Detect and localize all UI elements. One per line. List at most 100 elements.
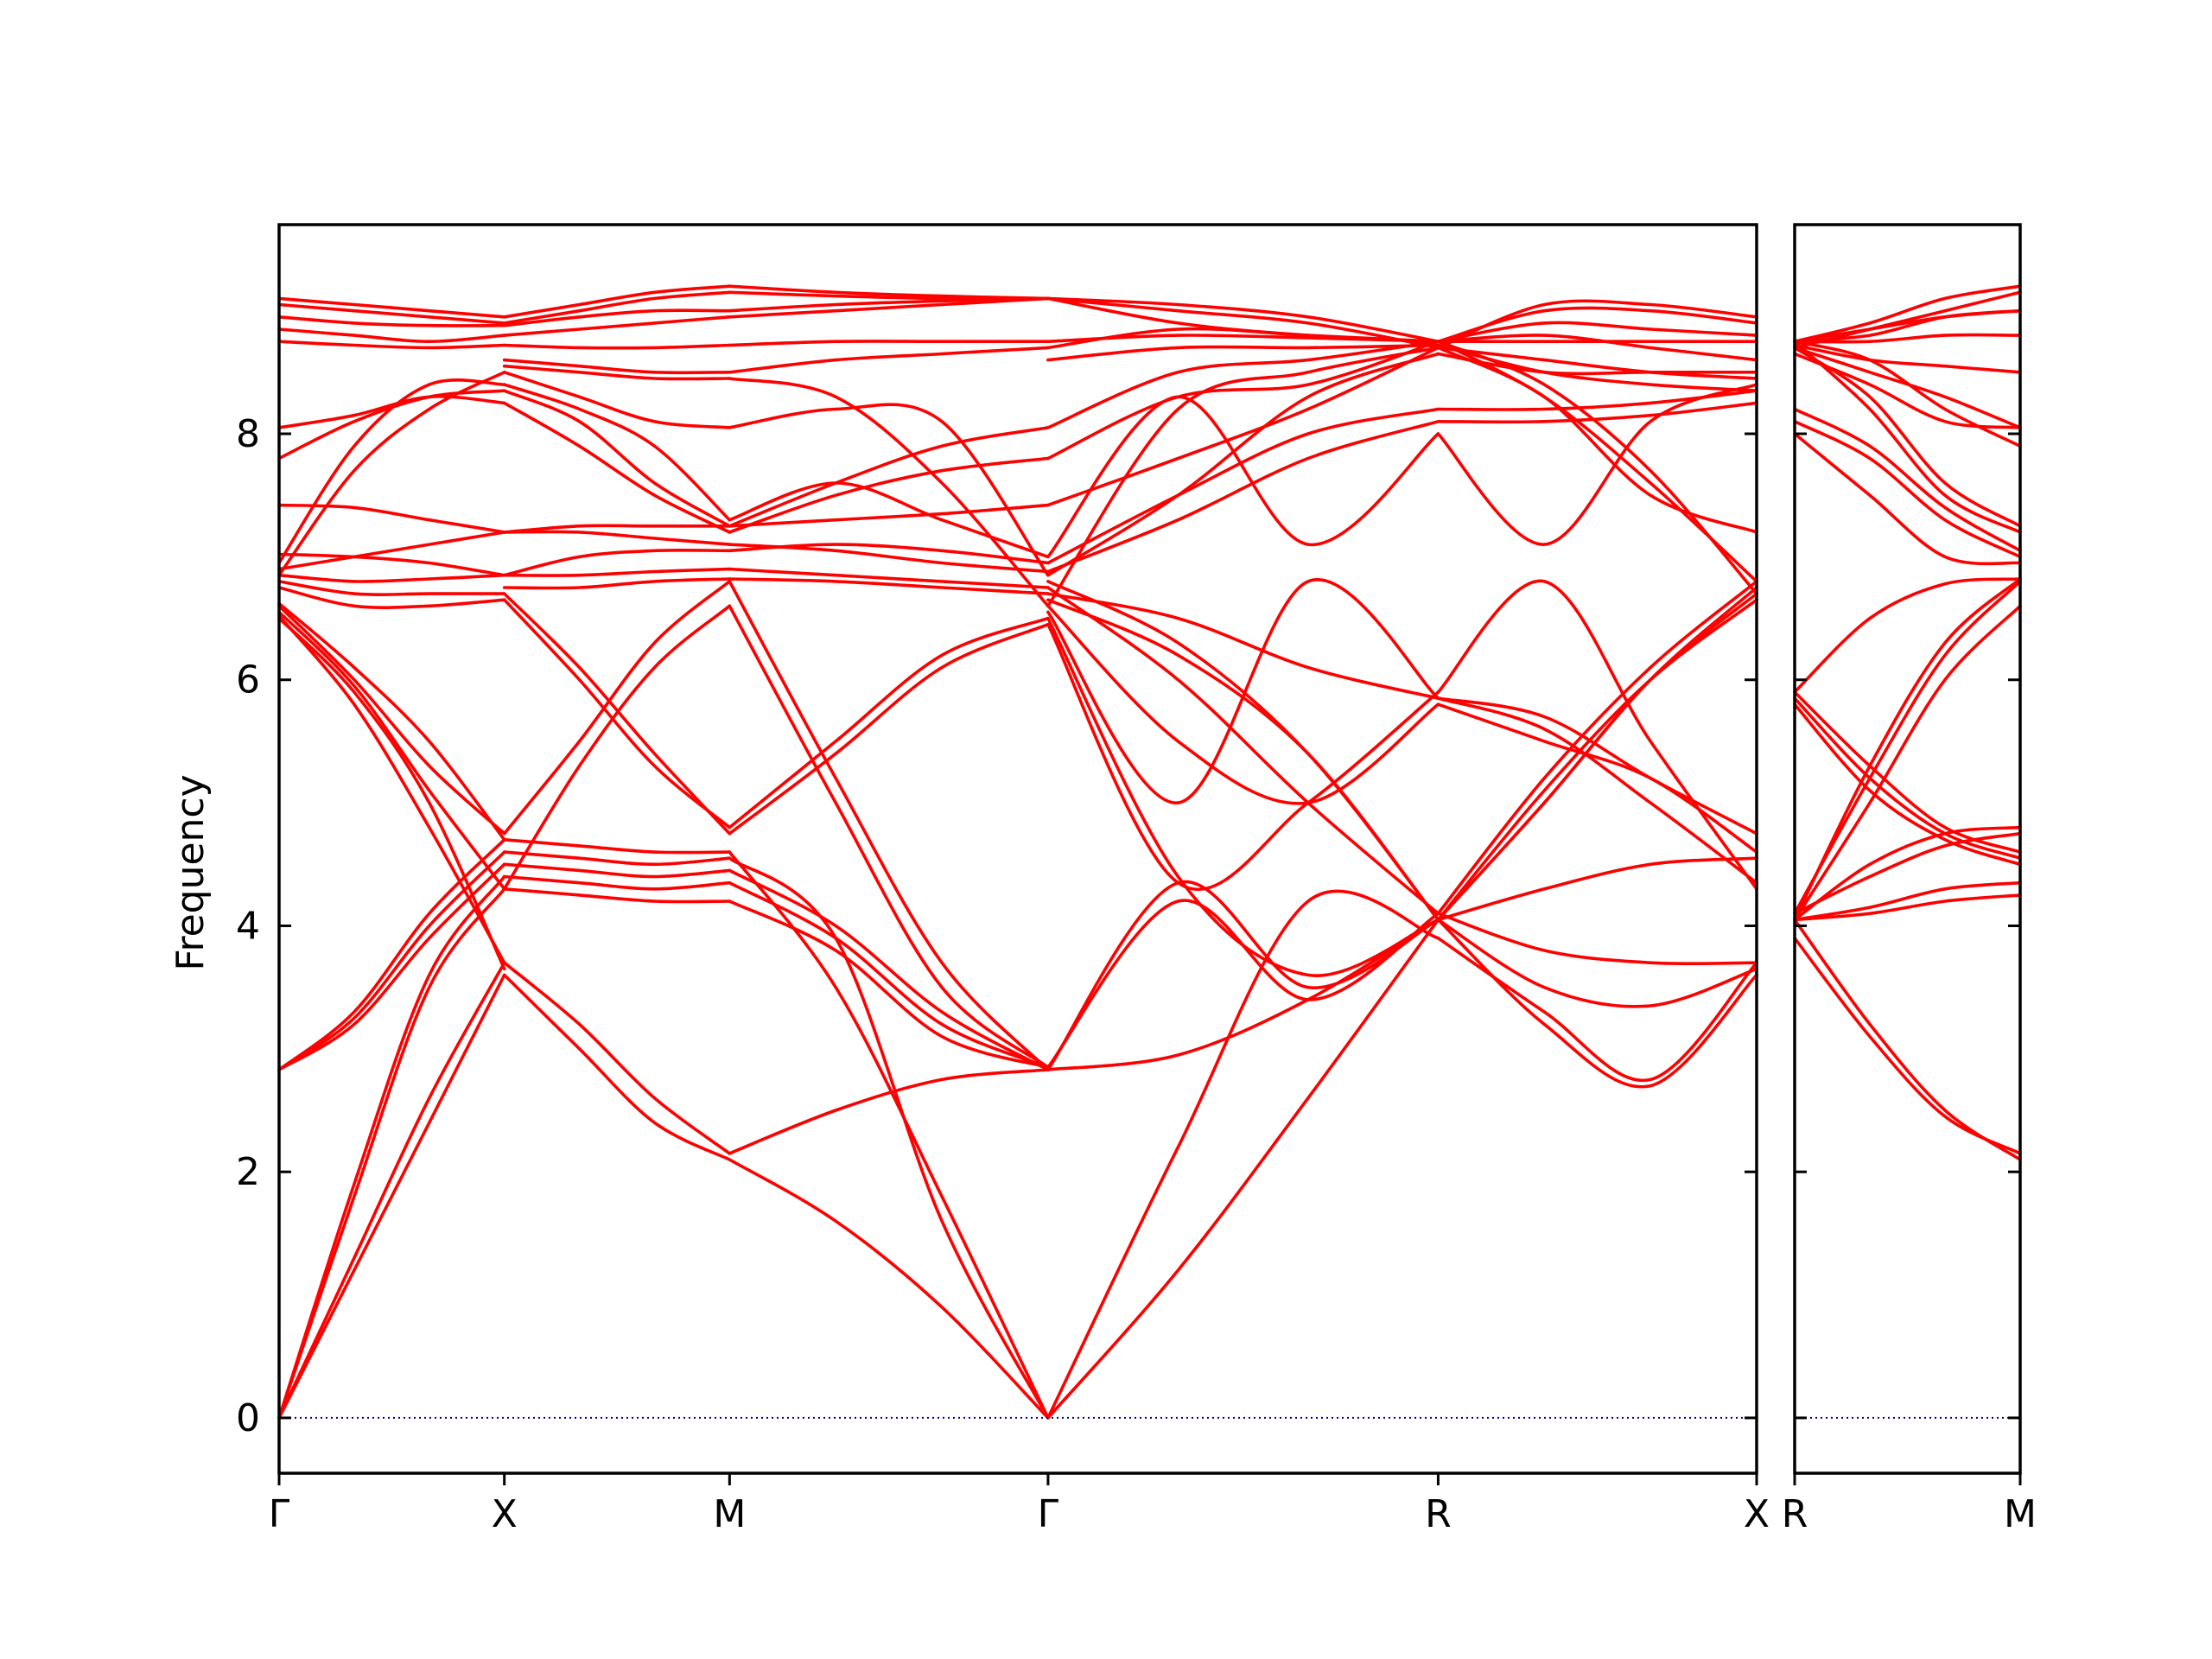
- x-tick-label: Γ: [1038, 1492, 1059, 1536]
- band-12-Γ-R: [1046, 586, 1440, 915]
- band-8-Γ-R: [1046, 578, 1440, 804]
- band-6-Γ-R: [1046, 616, 1440, 977]
- band-19-R-X: [1436, 383, 1758, 546]
- band-11-X-M: [502, 592, 732, 836]
- band-20-X-M: [502, 371, 732, 429]
- band-13-R-X: [1436, 598, 1758, 922]
- panel-path-1: 0 2 4 6 8 Γ X M Γ R X: [236, 223, 1770, 1536]
- band-5-M-Γ: [728, 868, 1050, 1071]
- band-14-X-M: [502, 530, 732, 546]
- band-19-Γ-X: [277, 389, 506, 461]
- band-26-R-M: [1793, 343, 2022, 374]
- band-4-R-M: [1793, 831, 2022, 915]
- band-25-X-M: [502, 284, 732, 319]
- band-11-Γ-X: [277, 604, 506, 836]
- band-21-X-M: [502, 343, 732, 350]
- band-19-X-M: [502, 383, 732, 522]
- plot-frame: [277, 223, 1758, 1475]
- band-5-X-M: [502, 862, 732, 879]
- band-8-X-M: [502, 580, 732, 836]
- band-27-R-X: [1436, 346, 1758, 380]
- band-1-X-M: [502, 973, 732, 1161]
- band-18-Γ-X: [277, 503, 506, 534]
- band-1-R-X: [1436, 918, 1758, 1089]
- band-22-X-M: [502, 315, 732, 337]
- band-24-R-X: [1436, 321, 1758, 343]
- band-8-R-M: [1793, 696, 2022, 860]
- band-2-Γ-R: [1046, 889, 1440, 1420]
- band-27-M-Γ: [728, 377, 1050, 608]
- x-tick-label: R: [1425, 1492, 1452, 1536]
- band-2-M-Γ: [728, 1068, 1050, 1155]
- plot-frame: [1793, 223, 2022, 1475]
- band-15-Γ-R: [1046, 407, 1440, 565]
- band-22-R-M: [1793, 284, 2022, 343]
- band-20-R-M: [1793, 352, 2022, 429]
- band-17-Γ-X: [277, 552, 506, 577]
- band-2-X-M: [502, 961, 732, 1155]
- band-11-R-X: [1436, 696, 1758, 836]
- y-tick-label: 8: [236, 412, 260, 456]
- band-15-M-Γ: [728, 543, 1050, 565]
- band-1-M-Γ: [728, 1158, 1050, 1420]
- band-7-X-M: [502, 838, 732, 855]
- band-13-Γ-X: [277, 586, 506, 610]
- band-4-X-M: [502, 874, 732, 891]
- band-15-R-X: [1436, 389, 1758, 411]
- band-5-Γ-R: [1046, 880, 1440, 1071]
- band-7-Γ-X: [277, 838, 506, 1071]
- band-25-Γ-R: [1046, 327, 1440, 350]
- band-18-Γ-R: [1046, 340, 1440, 461]
- y-tick-label: 2: [236, 1150, 260, 1194]
- y-tick-label: 6: [236, 658, 260, 702]
- band-12-X-M: [502, 577, 732, 590]
- band-25-R-M: [1793, 308, 2022, 343]
- band-12-Γ-X: [277, 601, 506, 842]
- band-14-R-M: [1793, 420, 2022, 559]
- band-9-R-M: [1793, 702, 2022, 867]
- band-26-X-M: [502, 358, 732, 375]
- band-6-Γ-X: [277, 850, 506, 1071]
- band-13-Γ-R: [1046, 580, 1440, 922]
- band-9-Γ-X: [277, 613, 506, 964]
- band-27-X-M: [502, 364, 732, 381]
- band-4-M-Γ: [728, 880, 1050, 1069]
- band-27-R-M: [1793, 346, 2022, 429]
- band-16-Γ-R: [1046, 346, 1440, 507]
- band-24-Γ-X: [277, 327, 506, 343]
- band-2-R-X: [1436, 936, 1758, 1083]
- band-10-Γ-X: [277, 610, 506, 891]
- band-4-Γ-R: [1046, 899, 1440, 1069]
- band-10-X-M: [502, 598, 732, 830]
- band-17-R-M: [1793, 340, 2022, 534]
- band-14-Γ-X: [277, 580, 506, 596]
- band-18-M-Γ: [728, 456, 1050, 534]
- band-26-R-X: [1436, 343, 1758, 392]
- band-3-Γ-X: [277, 887, 506, 1420]
- band-4-Γ-X: [277, 874, 506, 1420]
- band-2-Γ-X: [277, 961, 506, 1420]
- band-3-M-Γ: [728, 899, 1050, 1069]
- band-22-Γ-R: [1046, 296, 1440, 343]
- band-10-M-Γ: [728, 616, 1050, 830]
- band-9-X-M: [502, 604, 732, 891]
- band-20-Γ-R: [1046, 352, 1440, 577]
- y-tick-label: 4: [236, 904, 260, 948]
- band-20-R-X: [1436, 352, 1758, 376]
- band-16-Γ-X: [277, 531, 506, 571]
- band-6-R-M: [1793, 880, 2022, 922]
- band-9-M-Γ: [728, 604, 1050, 1069]
- x-tick-label: X: [1744, 1492, 1770, 1536]
- band-10-R-X: [1436, 586, 1758, 922]
- band-16-R-M: [1793, 432, 2022, 566]
- band-22-Γ-X: [277, 371, 506, 577]
- band-16-M-Γ: [728, 503, 1050, 528]
- band-17-Γ-R: [1046, 340, 1440, 429]
- band-23-Γ-R: [1046, 296, 1440, 350]
- band-13-R-M: [1793, 577, 2022, 694]
- band-24-X-M: [502, 290, 732, 325]
- band-7-Γ-R: [1046, 622, 1440, 891]
- band-8-R-X: [1436, 696, 1758, 885]
